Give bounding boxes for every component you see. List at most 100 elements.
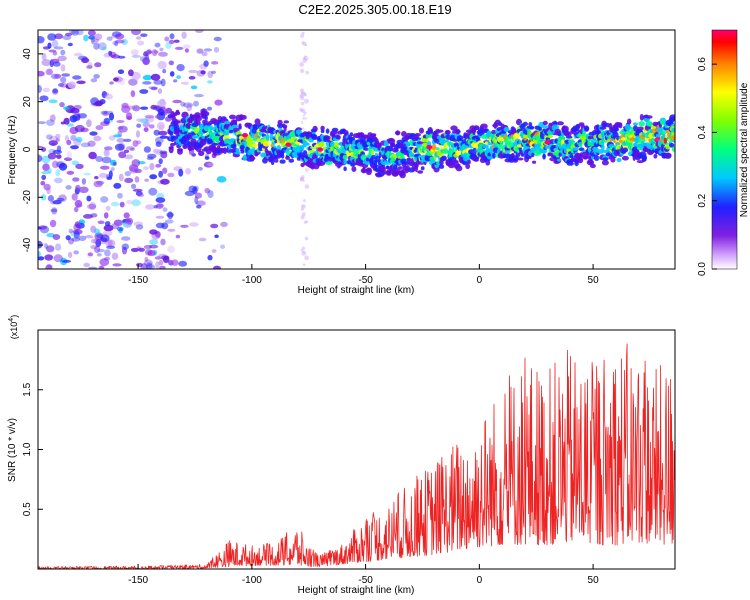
spectrogram-cell: [436, 129, 444, 133]
spectrogram-cell: [158, 170, 164, 178]
spectrogram-cell: [131, 183, 137, 189]
spectrogram-cell: [75, 136, 83, 143]
snr-x-tick-label: 50: [588, 575, 600, 586]
spectrogram-cell: [78, 235, 87, 241]
spectrogram-cell: [302, 117, 306, 120]
spectrogram-cell: [65, 235, 71, 241]
spectrogram-cell: [661, 130, 668, 135]
spectrogram-cell: [104, 221, 111, 227]
spectrogram-cell: [113, 134, 122, 138]
spectrogram-cell: [174, 111, 181, 116]
spectrogram-cell: [100, 196, 109, 203]
spectrogram-cell: [397, 166, 403, 170]
spectrogram-cell: [158, 158, 163, 165]
spectrogram-cell: [110, 201, 120, 207]
spectrogram-cell: [61, 259, 72, 263]
spectrogram-cell: [232, 119, 238, 124]
spectrogram-cell: [118, 151, 127, 159]
spectrogram-peak: [317, 147, 324, 152]
spectrogram-cell: [561, 125, 569, 133]
spectrogram-cell: [474, 126, 479, 130]
spectrogram-cell: [124, 154, 134, 160]
spectrogram-cell: [301, 204, 306, 209]
spectrogram-cell: [51, 39, 59, 48]
spectrogram-cell: [183, 102, 194, 108]
spectrogram-cell: [108, 112, 115, 121]
spectrogram-x-label: Height of straight line (km): [298, 285, 415, 296]
snr-x-ticks: -150 -100 -50 0 50: [128, 564, 599, 586]
spectrogram-cell: [180, 101, 186, 107]
spectrogram-cell: [144, 249, 153, 256]
spectrogram-cell: [94, 62, 102, 68]
spectrogram-cell: [71, 193, 78, 201]
spectrogram-cell: [177, 148, 183, 155]
spectrogram-cell: [162, 207, 168, 212]
spectrogram-cell: [362, 166, 366, 173]
spectrogram-cell: [522, 121, 528, 127]
spectrogram-cell: [641, 154, 647, 161]
spectrogram-cell: [305, 220, 309, 224]
spectrogram-cell: [302, 41, 307, 46]
spectrogram-cell: [299, 177, 303, 181]
spectrogram-cell: [320, 129, 325, 133]
snr-y-tick-label: 1.5: [22, 382, 33, 396]
spectrogram-cell: [162, 255, 170, 264]
spectrogram-cell: [610, 157, 616, 163]
spectrogram-cell: [98, 265, 104, 269]
spectrogram-cell: [109, 81, 114, 85]
spectrogram-cell: [60, 64, 66, 72]
spectrogram-cell: [249, 156, 256, 161]
spectrogram-cell: [147, 250, 156, 257]
spectrogram-cell: [78, 186, 89, 194]
spectrogram-cell: [88, 151, 97, 160]
spectrogram-cell: [504, 150, 511, 154]
spectrogram-cell: [91, 38, 100, 43]
spectrogram-y-tick-label: 40: [22, 48, 33, 60]
spectrogram-cell: [401, 131, 407, 137]
snr-y-label: SNR (10 * v/v): [7, 418, 18, 482]
spectrogram-cell: [210, 223, 219, 229]
spectrogram-cell: [57, 83, 65, 87]
spectrogram-peak: [242, 133, 248, 138]
spectrogram-cell: [220, 244, 226, 249]
spectrogram-cell: [109, 51, 117, 58]
spectrogram-cell: [299, 62, 304, 67]
spectrogram-cell: [196, 204, 202, 209]
spectrogram-cell: [52, 61, 61, 67]
spectrogram-cell: [624, 123, 632, 131]
spectrogram-cell: [106, 245, 116, 249]
spectrogram-cell: [419, 127, 424, 134]
spectrogram-cell: [300, 96, 305, 101]
spectrogram-cell: [184, 48, 189, 53]
spectrogram-cell: [116, 120, 125, 123]
spectrogram-cell: [288, 158, 295, 163]
spectrogram-cell: [94, 176, 99, 180]
spectrogram-cell: [671, 146, 675, 152]
spectrogram-cell: [556, 121, 564, 126]
spectrogram-cell: [207, 80, 213, 84]
spectrogram-cell: [66, 123, 74, 127]
spectrogram-cell: [153, 205, 158, 209]
spectrogram-cell: [274, 158, 279, 163]
spectrogram-cell: [54, 73, 62, 79]
spectrogram-cell: [96, 253, 102, 257]
spectrogram-cell: [46, 119, 55, 126]
spectrogram-cell: [65, 32, 72, 37]
spectrogram-cell: [575, 125, 581, 130]
spectrogram-cell: [569, 154, 574, 159]
spectrogram-cell: [93, 42, 100, 50]
spectrogram-cell: [651, 128, 657, 134]
spectrogram-cell: [645, 115, 653, 119]
spectrogram-cell: [184, 190, 195, 197]
spectrogram-cell: [636, 126, 645, 131]
spectrogram-cell: [279, 159, 286, 164]
spectrogram-cell: [95, 125, 104, 131]
spectrogram-x-ticks: -150 -100 -50 0 50: [128, 264, 599, 286]
spectrogram-x-tick-label: -150: [128, 275, 148, 286]
spectrogram-cell: [55, 169, 61, 177]
spectrogram-x-tick-label: 50: [588, 275, 600, 286]
spectrogram-peak: [426, 144, 433, 150]
spectrogram-cell: [63, 117, 70, 125]
spectrogram-cell: [146, 264, 156, 269]
spectrogram-cell: [93, 33, 103, 41]
